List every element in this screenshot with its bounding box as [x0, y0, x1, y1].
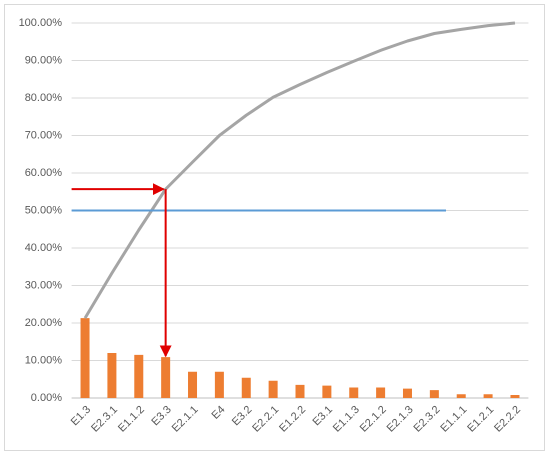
- bar: [322, 385, 332, 398]
- bar: [107, 353, 117, 398]
- bar: [241, 377, 251, 398]
- y-tick-label: 80.00%: [25, 92, 63, 104]
- bar: [429, 390, 439, 398]
- y-tick-label: 50.00%: [25, 204, 63, 216]
- bar: [134, 354, 144, 398]
- bar: [80, 318, 90, 398]
- bar: [268, 380, 278, 398]
- y-tick-label: 10.00%: [25, 354, 63, 366]
- bar: [161, 357, 171, 398]
- y-tick-label: 40.00%: [25, 242, 63, 254]
- y-tick-label: 20.00%: [25, 317, 63, 329]
- bar: [295, 384, 305, 398]
- bar: [483, 394, 493, 398]
- y-tick-label: 60.00%: [25, 167, 63, 179]
- bar: [402, 388, 412, 398]
- y-tick-label: 70.00%: [25, 129, 63, 141]
- bar: [349, 387, 359, 398]
- y-tick-label: 0.00%: [31, 392, 62, 404]
- cumulative-line: [83, 21, 516, 319]
- bar: [214, 371, 224, 398]
- bar: [510, 395, 520, 398]
- chart-border: [4, 4, 545, 451]
- y-tick-label: 30.00%: [25, 279, 63, 291]
- y-tick-label: 90.00%: [25, 54, 63, 66]
- bar: [456, 394, 466, 398]
- y-tick-label: 100.00%: [19, 17, 63, 29]
- bar: [376, 387, 386, 398]
- bar: [188, 371, 198, 398]
